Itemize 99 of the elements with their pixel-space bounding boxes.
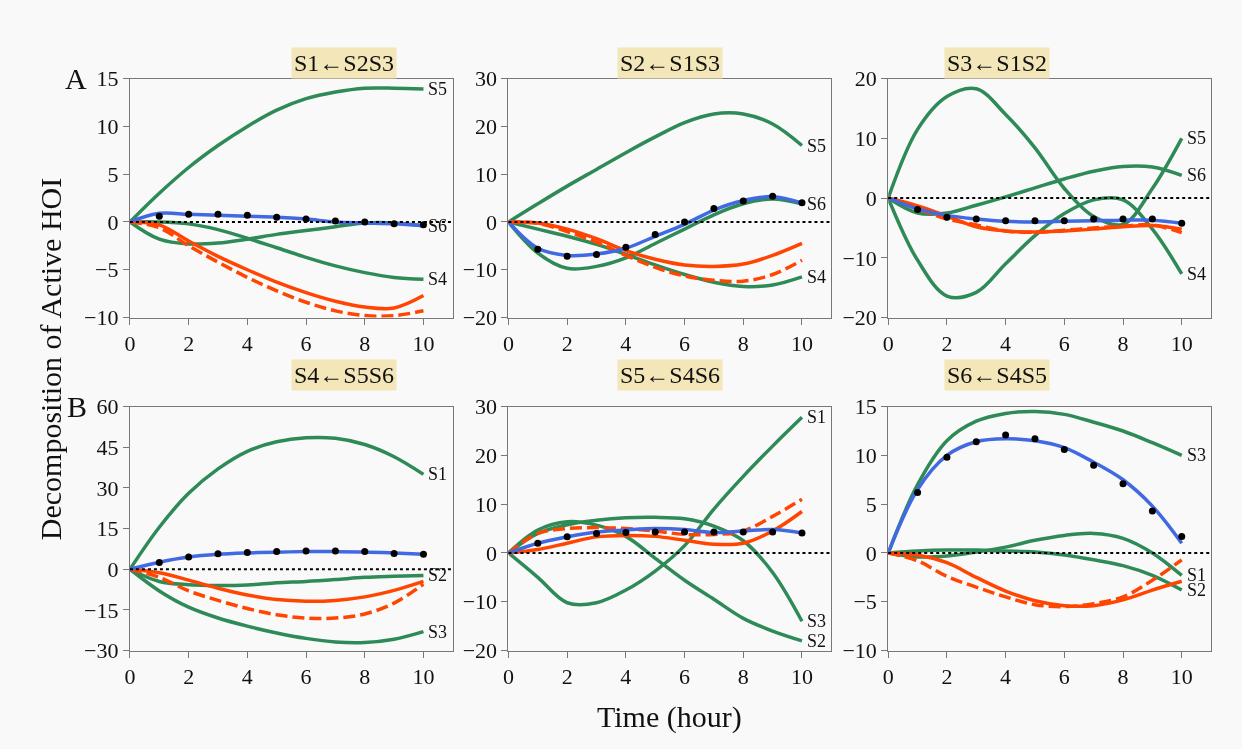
x-tick-label: 4 [1000,663,1012,689]
x-tick-label: 8 [737,663,749,689]
x-tick-label: 0 [124,663,136,689]
series-label: S5 [428,79,448,99]
series-label: S4 [1187,264,1207,284]
y-tick-label: −5 [95,257,119,283]
y-tick-label: 45 [96,434,119,460]
y-tick-label: 60 [96,394,119,420]
y-tick-label: 30 [96,475,119,501]
x-tick-label: 0 [124,330,136,356]
series-label: S4 [807,267,827,287]
x-tick-label: 8 [1117,330,1129,356]
x-tick-label: 2 [183,330,195,356]
y-tick-label: 10 [475,161,498,187]
series-label: S5 [1187,128,1207,148]
chart-title: S2←S1S3 [620,50,721,76]
y-tick-label: 0 [865,185,877,211]
y-tick-label: 0 [865,540,877,566]
y-tick-label: 15 [96,66,119,92]
y-tick-label: −10 [84,305,119,331]
x-tick-label: 6 [679,663,691,689]
x-tick-label: 2 [561,663,573,689]
y-tick-label: 0 [107,209,119,235]
x-tick-label: 0 [882,330,894,356]
series-label: S3 [1187,445,1207,465]
x-tick-label: 4 [241,330,253,356]
y-tick-label: 30 [475,66,498,92]
series-label: S2 [1187,580,1207,600]
y-tick-label: −10 [462,257,498,283]
x-tick-label: 0 [882,663,894,689]
text: B [67,390,88,423]
x-tick-label: 6 [1058,330,1070,356]
series-label: S1 [807,407,827,427]
x-tick-label: 10 [412,663,435,689]
x-tick-label: 6 [300,330,312,356]
y-tick-label: 20 [475,443,498,469]
text: A [65,62,87,95]
x-tick-label: 10 [1170,330,1193,356]
x-tick-label: 4 [241,663,253,689]
x-tick-label: 8 [1117,663,1129,689]
y-tick-label: 10 [96,114,119,140]
x-tick-label: 0 [502,330,514,356]
y-tick-label: 0 [486,209,498,235]
x-tick-label: 10 [790,663,813,689]
y-tick-label: 5 [865,491,877,517]
y-tick-label: 5 [107,161,119,187]
x-tick-label: 2 [941,663,953,689]
x-tick-label: 10 [1170,663,1193,689]
x-tick-label: 4 [1000,330,1012,356]
chart-title: S4←S5S6 [294,362,395,388]
y-tick-label: 20 [854,66,877,92]
x-tick-label: 6 [679,330,691,356]
y-tick-label: 10 [854,443,877,469]
y-tick-label: −20 [462,638,498,664]
y-tick-label: 0 [486,540,498,566]
chart-title: S3←S1S2 [947,50,1048,76]
x-tick-label: 4 [620,330,632,356]
y-axis-title: Decomposition of Active HOI [34,177,68,541]
chart-title: S1←S2S3 [294,50,395,76]
y-tick-label: −10 [842,245,877,271]
y-tick-label: −15 [84,597,119,623]
y-tick-label: −5 [853,589,877,615]
x-tick-label: 10 [412,330,435,356]
y-tick-label: 0 [107,556,119,582]
x-tick-label: 10 [790,330,813,356]
x-tick-label: 6 [300,663,312,689]
y-tick-label: 30 [475,394,498,420]
series-label: S2 [428,565,448,585]
y-tick-label: 15 [96,516,119,542]
x-tick-label: 4 [620,663,632,689]
series-label: S3 [428,622,448,642]
x-tick-label: 6 [1058,663,1070,689]
y-tick-label: −10 [842,638,877,664]
x-tick-label: 2 [561,330,573,356]
x-tick-label: 8 [359,330,371,356]
series-label: S6 [1187,165,1207,185]
x-tick-label: 2 [941,330,953,356]
y-tick-label: 15 [854,394,877,420]
series-label: S3 [807,611,827,631]
series-label: S6 [428,216,448,236]
y-tick-label: −10 [462,589,498,615]
x-tick-label: 2 [183,663,195,689]
chart-title: S6←S4S5 [947,362,1048,388]
y-tick-label: 10 [475,491,498,517]
series-label: S1 [428,464,448,484]
y-tick-label: 20 [475,114,498,140]
x-axis-title: Time (hour) [597,700,742,734]
y-tick-label: 10 [854,126,877,152]
series-label: S6 [807,194,827,214]
x-tick-label: 0 [502,663,514,689]
x-tick-label: 8 [737,330,749,356]
y-tick-label: −20 [842,305,877,331]
series-label: S2 [807,631,827,651]
chart-title: S5←S4S6 [620,362,721,388]
y-tick-label: −30 [84,638,119,664]
x-tick-label: 8 [359,663,371,689]
series-label: S5 [807,136,827,156]
y-tick-label: −20 [462,305,498,331]
series-label: S4 [428,269,448,289]
